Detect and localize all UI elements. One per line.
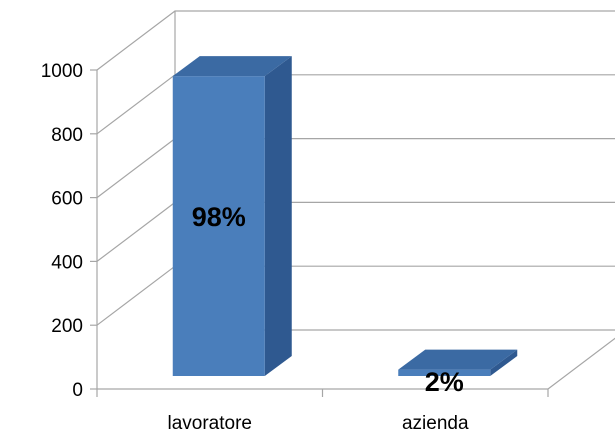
data-label: 2%: [425, 367, 464, 397]
bar-top: [398, 349, 518, 370]
y-tick-label: 600: [51, 189, 83, 210]
gridline: [96, 10, 615, 71]
y-tick-label: 200: [51, 316, 83, 337]
bar-top: [172, 56, 292, 77]
x-axis-labels: lavoratore azienda: [96, 389, 549, 434]
x-category-label: lavoratore: [168, 413, 253, 434]
y-axis-ticks: 0 200 400 600 800 1000: [41, 61, 97, 401]
x-category-label: azienda: [402, 413, 469, 434]
y-tick-label: 0: [72, 380, 83, 401]
y-tick-label: 400: [51, 252, 83, 273]
bar-front: [172, 76, 265, 376]
bars: [172, 56, 518, 376]
bar-side: [490, 349, 518, 376]
data-labels: 98% 2%: [192, 202, 464, 397]
y-tick-label: 1000: [41, 61, 83, 82]
bar: [398, 349, 518, 376]
bar: [172, 56, 292, 376]
bar-front: [398, 369, 491, 376]
bar-side: [264, 56, 292, 376]
y-tick-label: 800: [51, 125, 83, 146]
data-label: 98%: [192, 202, 246, 232]
